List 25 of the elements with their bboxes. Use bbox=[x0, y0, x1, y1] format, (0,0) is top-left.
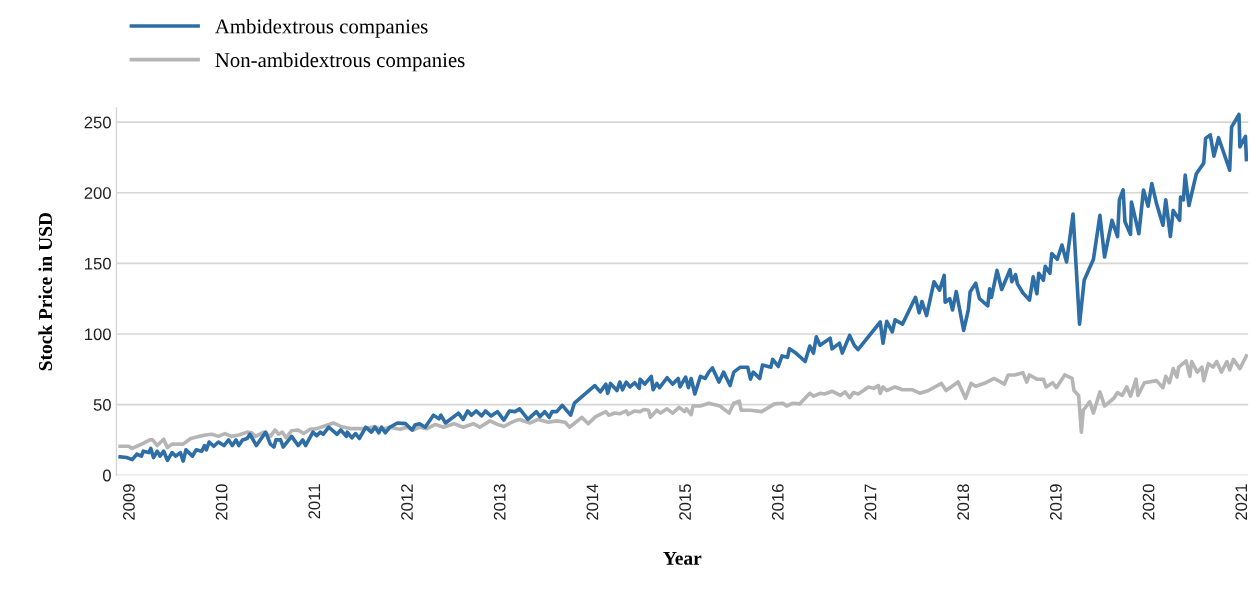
legend-label: Ambidextrous companies bbox=[214, 18, 428, 38]
x-tick-label: 2016 bbox=[771, 484, 784, 520]
x-axis-title: Year bbox=[663, 551, 702, 565]
y-tick-label: 0 bbox=[102, 469, 111, 482]
x-tick-label: 2015 bbox=[679, 484, 691, 520]
y-tick-label: 200 bbox=[84, 187, 111, 199]
x-tick-label: 2014 bbox=[586, 484, 599, 520]
x-tick-label: 2009 bbox=[123, 484, 135, 520]
x-tick-label: 2012 bbox=[401, 484, 413, 520]
x-tick-label: 2011 bbox=[308, 484, 321, 519]
x-tick-label: 2019 bbox=[1049, 484, 1062, 520]
legend-label: Non-ambidextrous companies bbox=[215, 52, 465, 72]
y-tick-label: 50 bbox=[93, 399, 111, 411]
line-series bbox=[118, 354, 1249, 451]
y-tick-label: 250 bbox=[84, 116, 111, 129]
x-tick-label: 2013 bbox=[493, 484, 506, 520]
x-tick-label: 2021 bbox=[1235, 484, 1248, 520]
x-tick-label: 2017 bbox=[864, 484, 877, 520]
y-axis-title: Stock Price in USD bbox=[38, 212, 53, 371]
y-tick-label: 100 bbox=[85, 328, 111, 341]
x-tick-label: 2018 bbox=[957, 484, 970, 520]
line-series bbox=[118, 112, 1249, 463]
y-tick-label: 150 bbox=[85, 257, 111, 270]
x-tick-label: 2020 bbox=[1142, 484, 1155, 520]
x-tick-label: 2010 bbox=[215, 484, 228, 520]
